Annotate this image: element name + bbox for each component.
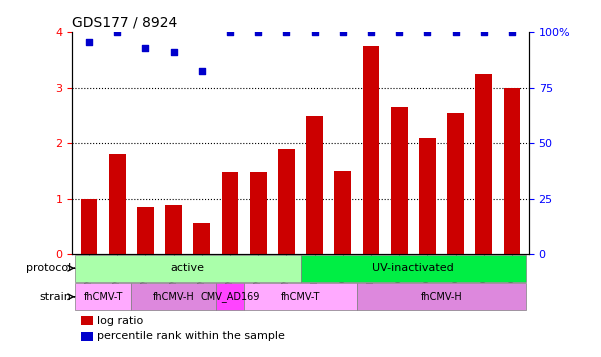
Bar — [306, 116, 323, 254]
Text: fhCMV-H: fhCMV-H — [153, 292, 195, 302]
Bar — [137, 207, 154, 254]
Text: active: active — [171, 263, 205, 273]
Point — [451, 29, 460, 35]
FancyBboxPatch shape — [300, 255, 526, 282]
FancyBboxPatch shape — [244, 283, 357, 311]
Bar — [81, 332, 93, 341]
Text: GDS177 / 8924: GDS177 / 8924 — [72, 16, 177, 30]
Text: fhCMV-T: fhCMV-T — [281, 292, 320, 302]
Bar — [109, 154, 126, 254]
FancyBboxPatch shape — [216, 283, 244, 311]
Point — [366, 29, 376, 35]
Point — [310, 29, 319, 35]
Point — [254, 29, 263, 35]
Text: protocol: protocol — [26, 263, 72, 273]
Point — [282, 29, 291, 35]
Bar — [165, 205, 182, 254]
Bar — [250, 172, 267, 254]
Bar — [419, 137, 436, 254]
Point — [141, 45, 150, 50]
Point — [84, 39, 94, 45]
Text: CMV_AD169: CMV_AD169 — [200, 291, 260, 302]
Point — [423, 29, 432, 35]
Bar — [81, 198, 97, 254]
Bar — [504, 87, 520, 254]
Point — [197, 68, 207, 74]
Point — [225, 29, 235, 35]
Bar — [334, 171, 351, 254]
FancyBboxPatch shape — [75, 283, 132, 311]
Text: strain: strain — [40, 292, 72, 302]
Bar — [475, 74, 492, 254]
Bar — [278, 149, 295, 254]
Bar — [447, 112, 464, 254]
Text: percentile rank within the sample: percentile rank within the sample — [97, 331, 285, 341]
Text: fhCMV-H: fhCMV-H — [421, 292, 462, 302]
Text: UV-inactivated: UV-inactivated — [373, 263, 454, 273]
Point — [169, 49, 178, 54]
Point — [394, 29, 404, 35]
Bar — [391, 107, 407, 254]
Point — [112, 29, 122, 35]
Text: fhCMV-T: fhCMV-T — [84, 292, 123, 302]
FancyBboxPatch shape — [75, 255, 300, 282]
FancyBboxPatch shape — [357, 283, 526, 311]
Point — [507, 29, 517, 35]
Point — [338, 29, 347, 35]
Point — [479, 29, 489, 35]
FancyBboxPatch shape — [132, 283, 216, 311]
Bar — [362, 46, 379, 254]
Bar — [222, 172, 239, 254]
Bar — [81, 316, 93, 325]
Bar — [194, 223, 210, 254]
Text: log ratio: log ratio — [97, 316, 144, 326]
